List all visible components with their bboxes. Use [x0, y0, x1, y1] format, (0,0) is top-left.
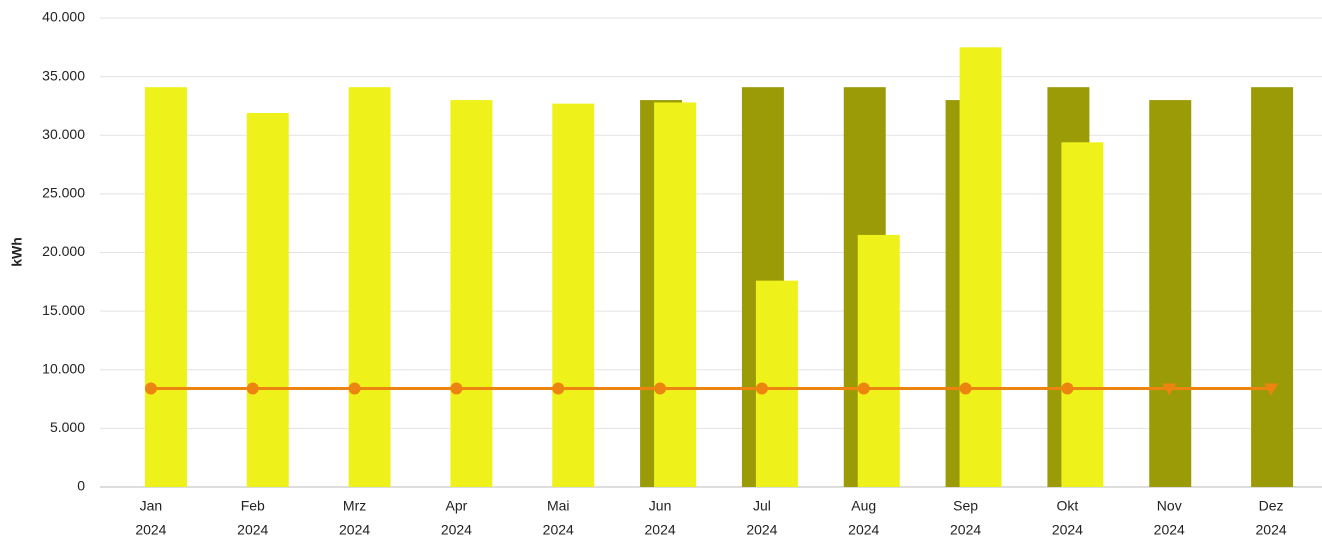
x-tick-label: 2024 [645, 522, 676, 538]
bar [1061, 142, 1104, 487]
x-tick-label: Apr [446, 498, 468, 514]
x-tick-label: Nov [1157, 498, 1182, 514]
x-tick-label: 2024 [1154, 522, 1185, 538]
bar [959, 47, 1002, 487]
bar [857, 234, 900, 487]
bar [654, 102, 697, 488]
line-marker [959, 382, 972, 395]
x-tick-label: Jul [753, 498, 771, 514]
y-tick-label: 35.000 [42, 67, 85, 83]
y-axis-title: kWh [9, 237, 25, 267]
x-tick-label: 2024 [848, 522, 879, 538]
x-tick-label: Jan [140, 498, 163, 514]
y-tick-label: 15.000 [42, 302, 85, 318]
x-tick-label: Mai [547, 498, 570, 514]
x-tick-label: 2024 [441, 522, 472, 538]
x-tick-label: 2024 [1052, 522, 1083, 538]
bar [144, 87, 187, 488]
line-marker [654, 382, 667, 395]
line-marker [144, 382, 157, 395]
x-tick-label: 2024 [543, 522, 574, 538]
x-tick-label: Feb [241, 498, 265, 514]
x-tick-label: Jun [649, 498, 672, 514]
x-tick-label: Sep [953, 498, 978, 514]
y-tick-label: 10.000 [42, 360, 85, 376]
y-tick-label: 40.000 [42, 9, 85, 25]
line-marker [552, 382, 565, 395]
x-tick-label: 2024 [135, 522, 166, 538]
x-tick-label: Aug [851, 498, 876, 514]
line-marker [348, 382, 361, 395]
line-marker [1162, 383, 1177, 396]
x-tick-label: Okt [1057, 498, 1079, 514]
y-tick-label: 30.000 [42, 126, 85, 142]
x-tick-label: 2024 [237, 522, 268, 538]
bar [552, 103, 595, 487]
y-tick-label: 25.000 [42, 185, 85, 201]
y-tick-label: 20.000 [42, 243, 85, 259]
bar [1251, 87, 1294, 488]
line-marker [857, 382, 870, 395]
y-tick-label: 5.000 [50, 419, 85, 435]
bar [246, 112, 289, 487]
y-tick-label: 0 [77, 478, 85, 494]
x-tick-label: 2024 [950, 522, 981, 538]
bar [450, 100, 493, 487]
line-marker [755, 382, 768, 395]
line-marker [1061, 382, 1074, 395]
line-marker [246, 382, 259, 395]
bar [1149, 100, 1192, 487]
x-tick-label: 2024 [746, 522, 777, 538]
x-tick-label: Dez [1259, 498, 1284, 514]
bar [348, 87, 391, 488]
x-tick-label: 2024 [1256, 522, 1287, 538]
x-tick-label: 2024 [339, 522, 370, 538]
line-marker [450, 382, 463, 395]
line-marker [1264, 383, 1279, 396]
x-tick-label: Mrz [343, 498, 366, 514]
